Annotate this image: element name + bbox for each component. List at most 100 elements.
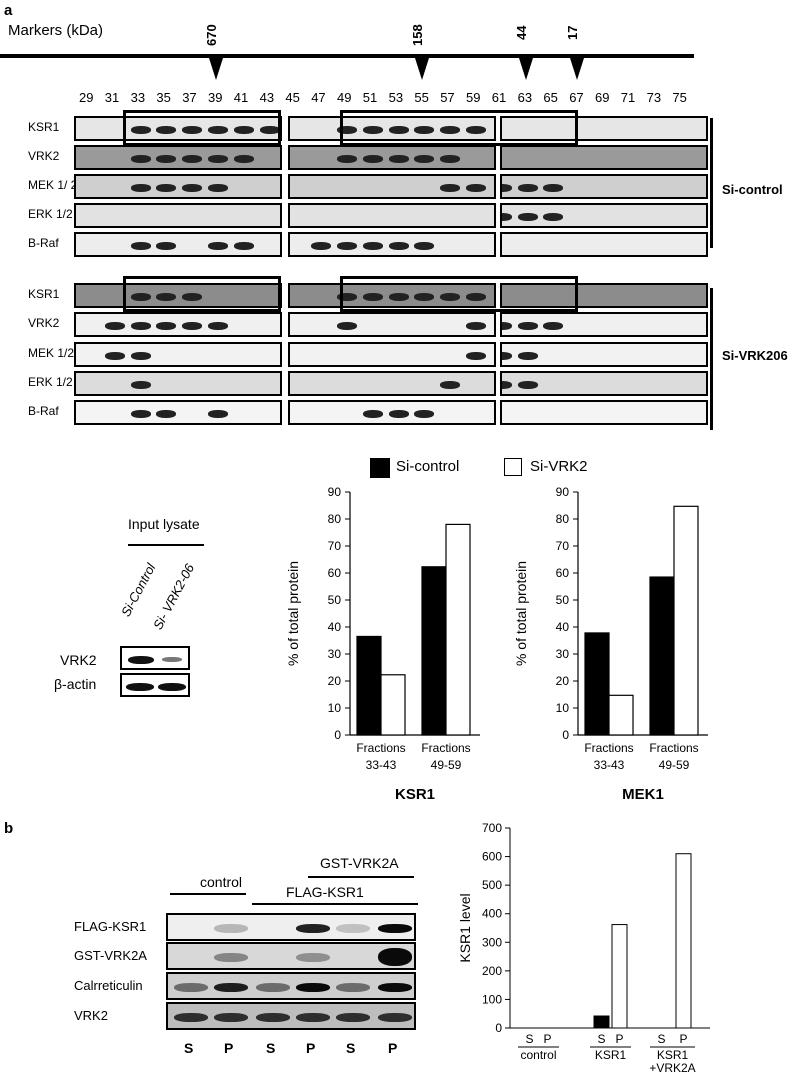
blot-band — [466, 184, 486, 192]
fraction-number: 59 — [466, 90, 481, 105]
panel-b-band — [296, 1012, 330, 1022]
y-tick-label: 80 — [556, 512, 570, 526]
bar — [649, 576, 675, 736]
y-tick-label: 30 — [556, 647, 570, 661]
blot-band — [388, 410, 409, 418]
panel-b-lane-label: P — [224, 1040, 234, 1056]
bar — [421, 566, 447, 736]
fraction-number: 33 — [130, 90, 146, 105]
blot-band — [502, 213, 512, 221]
y-tick-label: 0 — [562, 728, 569, 742]
panel-b-label: b — [4, 820, 14, 837]
category-label: Fractions — [584, 741, 633, 755]
category-label: 33-43 — [366, 758, 397, 772]
y-tick-label: 90 — [556, 485, 570, 499]
blot-band — [104, 322, 125, 330]
y-tick-label: 20 — [328, 674, 342, 688]
markers-label: Markers (kDa) — [8, 22, 104, 39]
panel-b-band — [174, 982, 208, 992]
panel-b-band — [378, 982, 412, 992]
panel-b-lane-label: P — [306, 1040, 316, 1056]
fraction-number: 29 — [79, 90, 94, 105]
blot-strip — [288, 174, 496, 199]
y-tick-label: 100 — [482, 992, 502, 1006]
fraction-number: 57 — [440, 90, 455, 105]
fraction-number: 53 — [388, 90, 404, 105]
blot-strip — [74, 283, 282, 308]
blot-strip — [500, 174, 708, 199]
bar — [445, 523, 471, 736]
blot-band — [517, 352, 538, 360]
category-label: 33-43 — [594, 758, 625, 772]
blot-band — [156, 293, 177, 301]
blot-strip — [500, 116, 708, 141]
blot-band — [502, 322, 512, 330]
header-control: control — [200, 874, 243, 890]
blot-band — [362, 293, 383, 301]
blot-strip — [500, 203, 708, 228]
input-blot-vrk2 — [120, 646, 190, 670]
panel-b-band — [256, 982, 290, 992]
header-gst-line — [308, 876, 414, 878]
panel-b-band — [214, 982, 248, 992]
fraction-number: 75 — [672, 90, 687, 105]
blot-band — [130, 352, 151, 360]
panel-b-row-label: Calrreticulin — [74, 978, 143, 993]
blot-band — [130, 410, 151, 418]
blot-band — [362, 242, 383, 250]
bar — [675, 853, 692, 1029]
blot-strip — [74, 145, 282, 170]
bar-label: P — [543, 1032, 551, 1046]
blot-row-label: B-Raf — [28, 404, 59, 418]
panel-b-band — [214, 952, 248, 962]
blot-band — [362, 155, 383, 163]
blot-band — [182, 184, 203, 192]
blot-row-label: MEK 1/2 — [28, 346, 75, 360]
blot-band — [414, 410, 435, 418]
blot-band — [440, 155, 461, 163]
y-tick-label: 20 — [556, 674, 570, 688]
blot-band — [259, 126, 280, 134]
category-label: 49-59 — [431, 758, 462, 772]
blot-strip — [74, 232, 282, 257]
blot-band — [182, 126, 203, 134]
blot-strip — [288, 342, 496, 367]
category-label: Fractions — [356, 741, 405, 755]
bar-label: P — [615, 1032, 623, 1046]
blot-band — [156, 155, 177, 163]
blot-strip — [74, 312, 282, 337]
input-lysate-title: Input lysate — [128, 516, 200, 532]
input-row-vrk2: VRK2 — [60, 652, 97, 668]
blot-band — [543, 322, 564, 330]
blot-band — [440, 293, 461, 301]
blot-band — [182, 322, 203, 330]
panel-b-band — [378, 923, 412, 933]
y-tick-label: 60 — [328, 566, 342, 580]
bar — [584, 632, 610, 736]
bar — [611, 924, 628, 1029]
blot-band — [517, 322, 538, 330]
blot-band — [466, 322, 486, 330]
blot-band — [337, 155, 357, 163]
panel-b-blot-strip — [166, 1002, 416, 1030]
panel-b-band — [214, 923, 248, 933]
blot-band — [130, 293, 151, 301]
blot-band — [337, 293, 357, 301]
blot-band — [156, 322, 177, 330]
marker-arrow-icon — [415, 58, 430, 80]
y-tick-label: 70 — [328, 539, 342, 553]
category-label: 49-59 — [659, 758, 690, 772]
fraction-highlight-box — [123, 110, 281, 146]
blot-strip — [74, 400, 282, 425]
y-tick-label: 40 — [328, 620, 342, 634]
blot-band — [208, 322, 228, 330]
blot-band — [208, 155, 228, 163]
fraction-number: 37 — [182, 90, 197, 105]
marker-label: 17 — [565, 25, 581, 40]
y-tick-label: 300 — [482, 935, 502, 949]
fraction-number: 69 — [595, 90, 610, 105]
blot-band — [208, 410, 228, 418]
blot-band — [517, 381, 538, 389]
bar — [380, 674, 406, 736]
